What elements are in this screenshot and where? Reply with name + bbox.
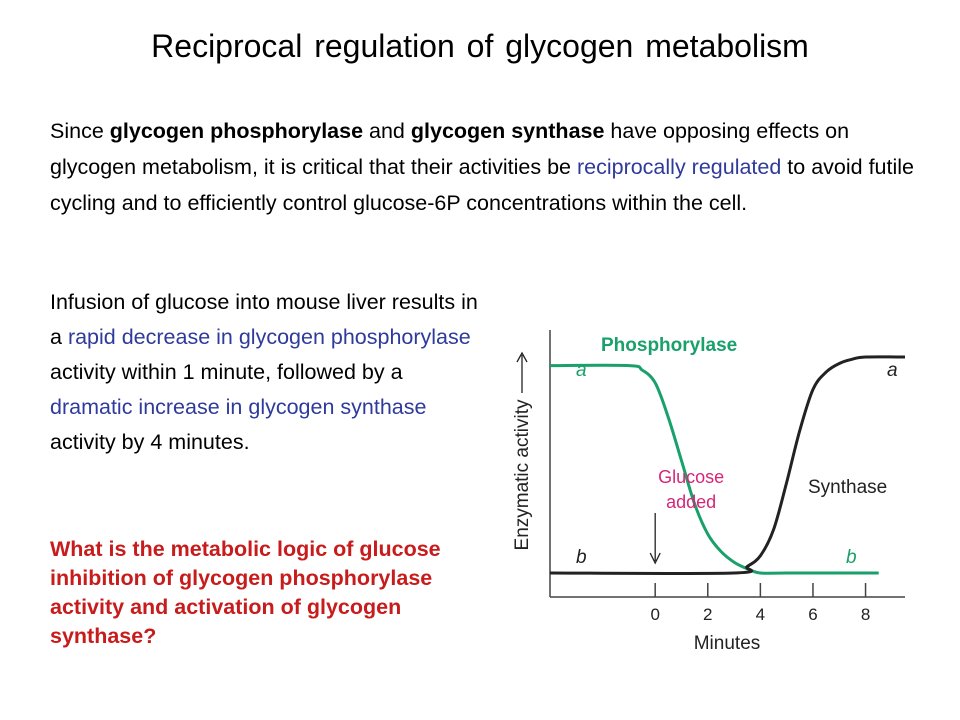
infusion-text-3: activity by 4 minutes. bbox=[50, 430, 250, 454]
slide-title: Reciprocal regulation of glycogen metabo… bbox=[151, 28, 809, 64]
infusion-text-1: Infusion of glucose into mouse liver res… bbox=[50, 290, 478, 349]
x-tick-label: 4 bbox=[756, 605, 765, 624]
phosphorylase-series-label: Phosphorylase bbox=[601, 335, 737, 356]
intro-paragraph: Since glycogen phosphorylase and glycoge… bbox=[50, 113, 930, 221]
x-axis-label: Minutes bbox=[694, 633, 761, 654]
x-tick-label: 0 bbox=[650, 605, 659, 624]
y-axis-label: Enzymatic activity bbox=[512, 399, 533, 550]
glucose-annotation-line2: added bbox=[666, 492, 716, 512]
question-text: What is the metabolic logic of glucose i… bbox=[50, 537, 441, 648]
infusion-text-2: activity within 1 minute, followed by a bbox=[50, 360, 403, 384]
intro-highlight-reciprocal: reciprocally regulated bbox=[576, 155, 782, 179]
intro-text-1: Since bbox=[50, 119, 110, 143]
intro-bold-phosphorylase: glycogen phosphorylase bbox=[109, 119, 364, 143]
x-tick-label: 6 bbox=[808, 605, 817, 624]
glucose-arrow-head bbox=[649, 552, 661, 565]
infusion-highlight-increase: dramatic increase in glycogen synthase bbox=[50, 395, 427, 419]
intro-text-2: and bbox=[363, 119, 411, 143]
synthase-curve bbox=[549, 355, 906, 575]
synthase-end-label: a bbox=[887, 360, 898, 381]
synthase-series-label: Synthase bbox=[808, 477, 887, 498]
infusion-paragraph: Infusion of glucose into mouse liver res… bbox=[50, 285, 490, 460]
x-tick-label: 2 bbox=[703, 605, 712, 624]
intro-text-4: to avoid futile cycling and to efficient… bbox=[50, 155, 914, 215]
intro-bold-synthase: glycogen synthase bbox=[410, 119, 605, 143]
phosphorylase-start-label: a bbox=[576, 360, 587, 381]
x-tick-label: 8 bbox=[861, 605, 870, 624]
synthase-start-label: b bbox=[576, 547, 587, 568]
phosphorylase-curve bbox=[549, 363, 879, 575]
infusion-highlight-decrease: rapid decrease in glycogen phosphorylase bbox=[67, 325, 471, 349]
glucose-annotation-line1: Glucose bbox=[658, 467, 724, 487]
phosphorylase-end-label: b bbox=[846, 547, 857, 568]
y-axis-arrow-head bbox=[516, 351, 528, 363]
enzymatic-activity-chart: 0 2 4 6 8 Minutes Enzymatic activity Phosphoryl… bbox=[512, 330, 906, 654]
intro-text-3: have opposing effects on glycogen metabo… bbox=[50, 119, 850, 179]
